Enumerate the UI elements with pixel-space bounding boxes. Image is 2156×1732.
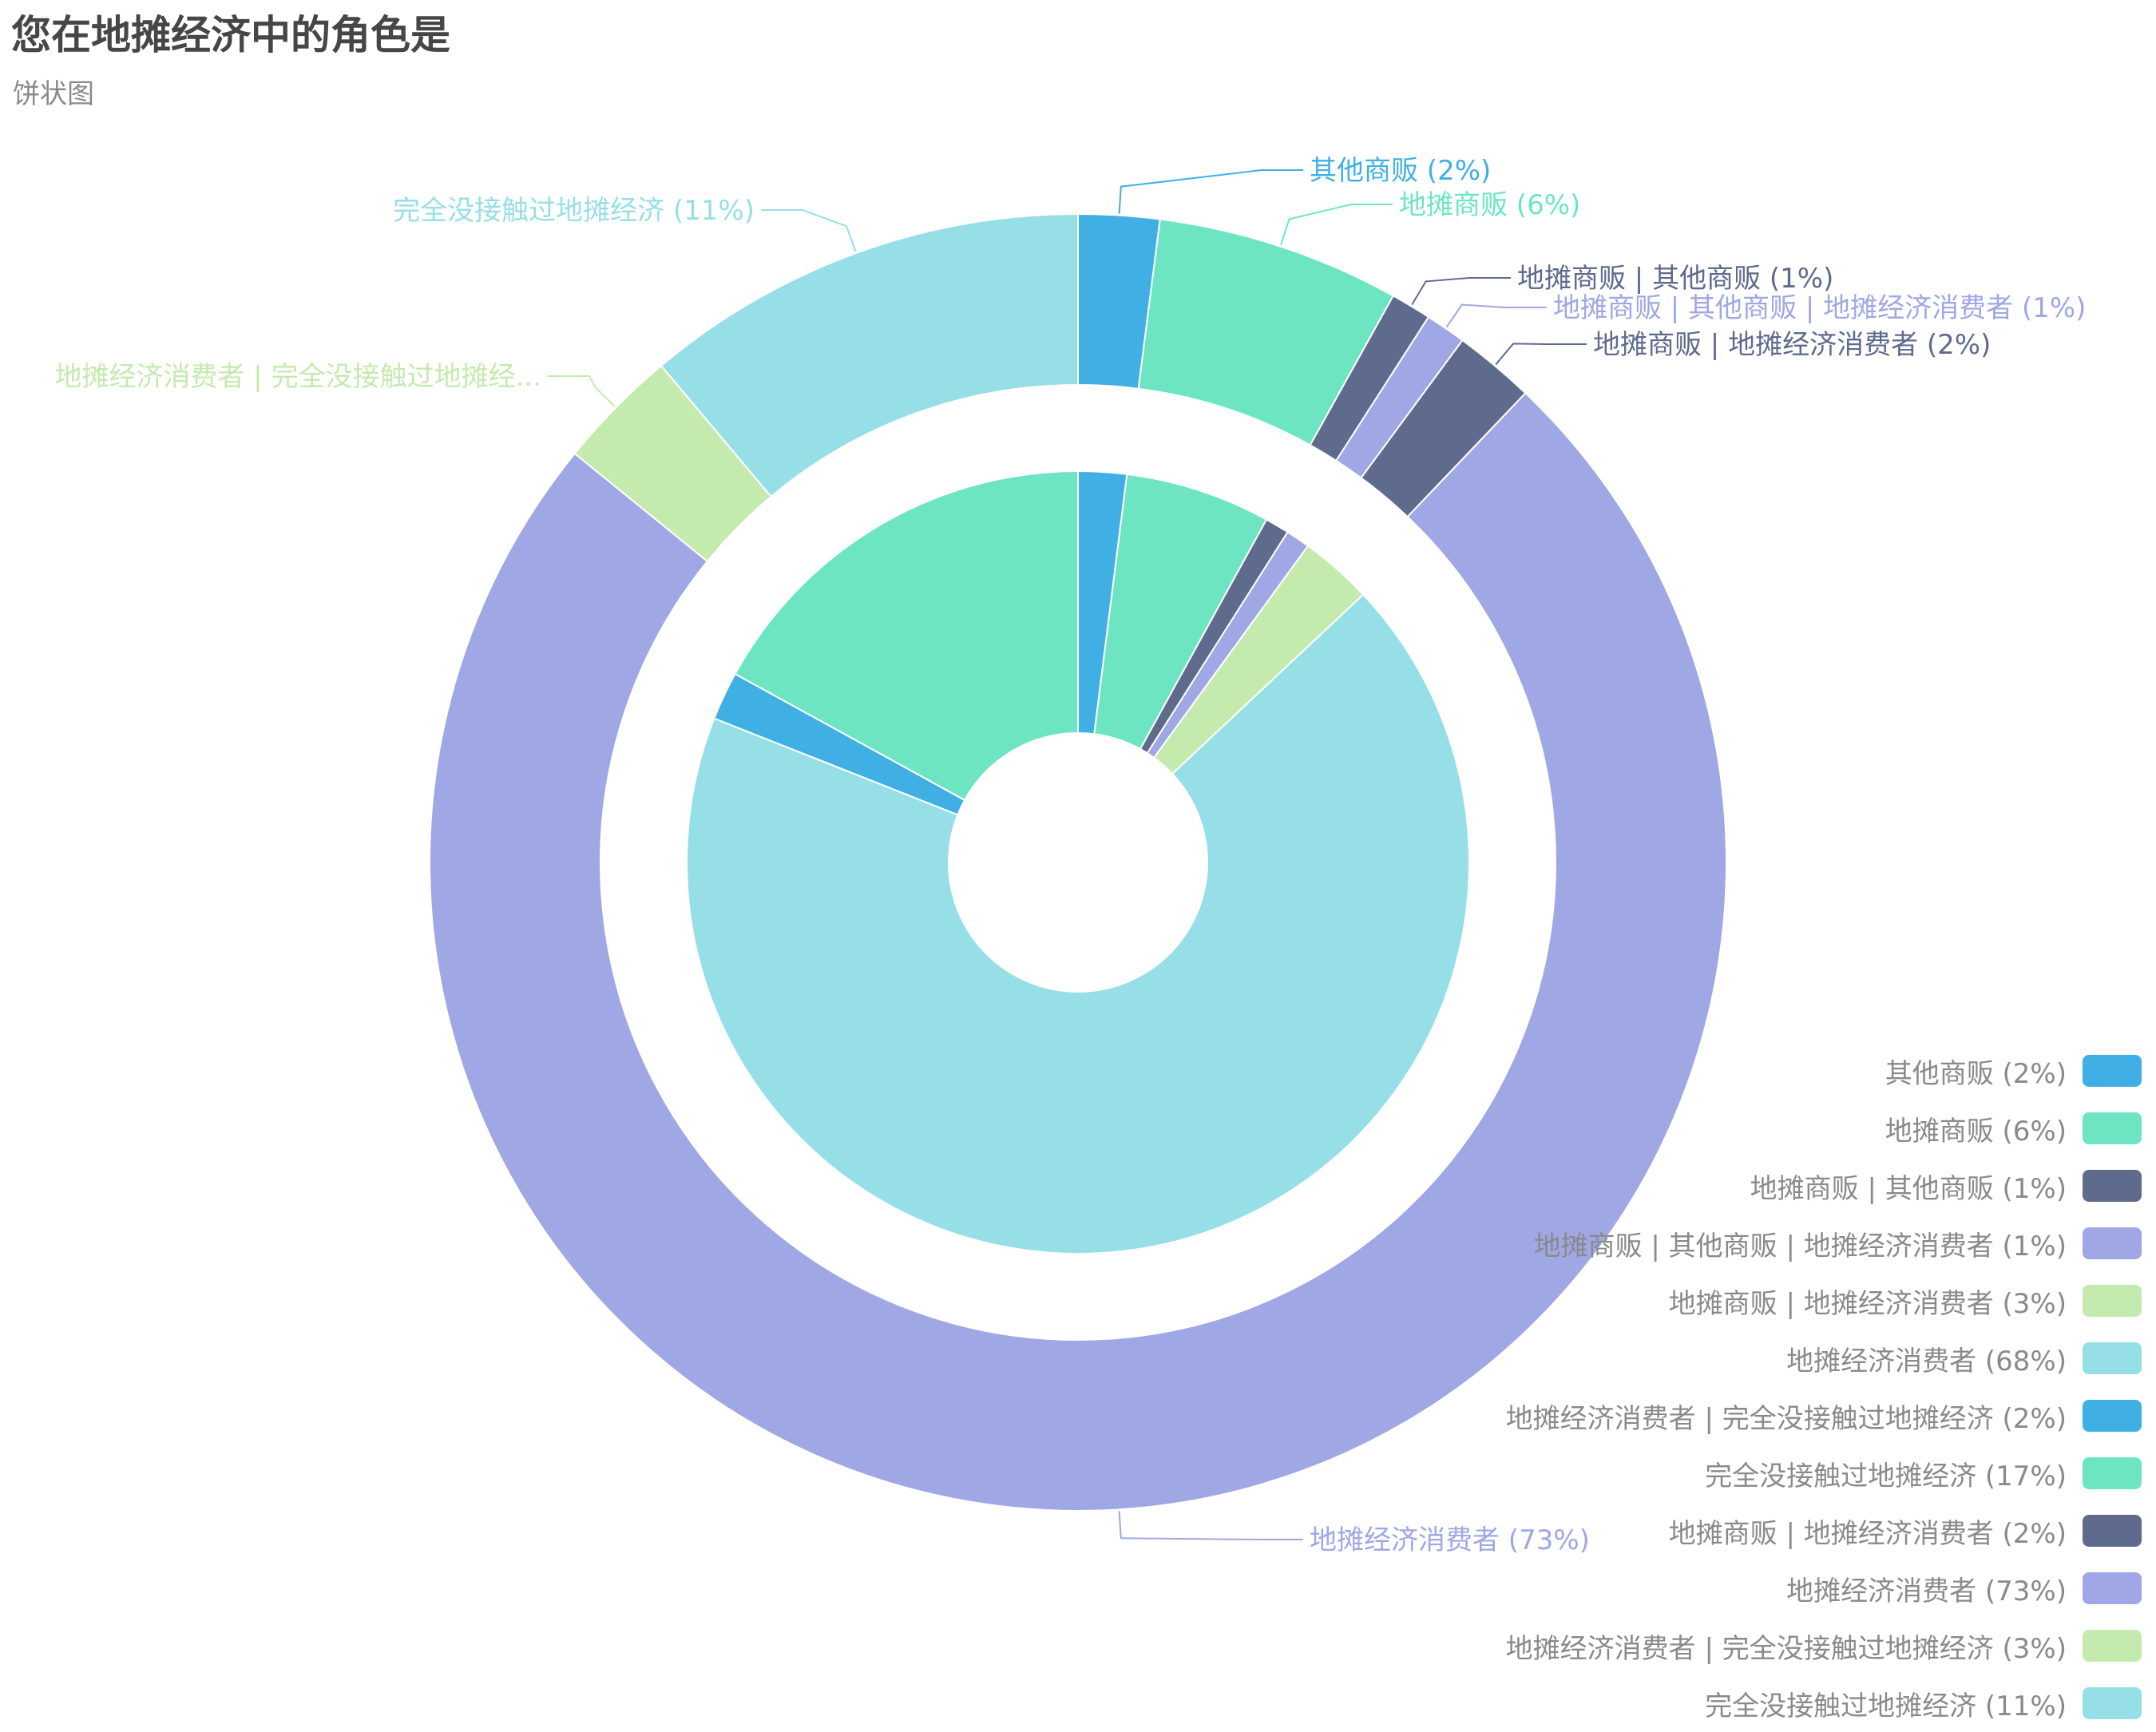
legend-label: 其他商贩 (2%) [1885,1057,2067,1090]
legend-label: 完全没接触过地摊经济 (11%) [1705,1690,2067,1722]
chart-title: 您在地摊经济中的角色是 [11,12,450,58]
legend-item[interactable]: 完全没接触过地摊经济 (17%) [1506,1445,2142,1502]
legend-item[interactable]: 完全没接触过地摊经济 (11%) [1506,1675,2142,1732]
legend-label: 地摊经济消费者 | 完全没接触过地摊经济 (3%) [1505,1632,2067,1665]
leader-line-4 [1495,343,1587,366]
legend-label: 地摊商贩 | 其他商贩 | 地摊经济消费者 (1%) [1533,1230,2067,1262]
legend-item[interactable]: 地摊商贩 | 地摊经济消费者 (2%) [1506,1502,2142,1560]
leader-line-6 [548,375,616,407]
legend-swatch [2083,1630,2142,1662]
legend-swatch [2083,1112,2142,1144]
legend-swatch [2083,1342,2142,1374]
slice-label-6: 地摊经济消费者 | 完全没接触过地摊经... [55,361,542,393]
legend-label: 地摊经济消费者 (68%) [1786,1345,2067,1377]
outer-slice-7[interactable] [660,212,1079,498]
legend-label: 地摊经济消费者 (73%) [1786,1575,2067,1607]
slice-label-4: 地摊商贩 | 地摊经济消费者 (2%) [1593,329,1991,361]
legend-item[interactable]: 地摊经济消费者 | 完全没接触过地摊经济 (2%) [1506,1387,2142,1445]
slice-label-0: 其他商贩 (2%) [1310,155,1491,187]
legend-swatch [2083,1227,2142,1259]
leader-line-1 [1280,204,1393,245]
legend-item[interactable]: 地摊商贩 | 其他商贩 (1%) [1506,1157,2142,1215]
legend-label: 地摊商贩 | 地摊经济消费者 (2%) [1668,1517,2067,1550]
leader-line-3 [1445,303,1547,328]
leader-line-5 [1118,1511,1303,1540]
slice-label-3: 地摊商贩 | 其他商贩 | 地摊经济消费者 (1%) [1553,292,2086,324]
legend-item[interactable]: 地摊商贩 | 地摊经济消费者 (3%) [1506,1272,2142,1330]
legend-swatch [2083,1515,2142,1547]
legend-item[interactable]: 地摊经济消费者 | 完全没接触过地摊经济 (3%) [1506,1617,2142,1675]
leader-line-0 [1118,169,1303,214]
legend-item[interactable]: 地摊经济消费者 (68%) [1506,1330,2142,1387]
legend: 其他商贩 (2%) 地摊商贩 (6%) 地摊商贩 | 其他商贩 (1%) 地摊商贩 |… [1506,1042,2142,1732]
chart-subtitle: 饼状图 [13,78,94,110]
legend-swatch [2083,1457,2142,1489]
slice-label-2: 地摊商贩 | 其他商贩 (1%) [1517,263,1833,295]
legend-label: 地摊商贩 | 地摊经济消费者 (3%) [1668,1287,2067,1320]
legend-label: 地摊商贩 | 其他商贩 (1%) [1750,1172,2067,1205]
outer-labels: 其他商贩 (2%)地摊商贩 (6%)地摊商贩 | 其他商贩 (1%)地摊商贩 |… [55,155,2087,1556]
legend-swatch [2083,1285,2142,1317]
leader-line-7 [761,209,857,252]
slice-label-1: 地摊商贩 (6%) [1399,189,1580,221]
inner-pie [686,470,1470,1255]
legend-swatch [2083,1170,2142,1202]
legend-swatch [2083,1572,2142,1604]
outer-slice-5[interactable] [429,391,1727,1512]
legend-swatch [2083,1055,2142,1087]
legend-item[interactable]: 其他商贩 (2%) [1506,1042,2142,1100]
legend-swatch [2083,1400,2142,1432]
slice-label-7: 完全没接触过地摊经济 (11%) [393,195,755,227]
inner-slice-1[interactable] [1093,473,1268,751]
legend-label: 地摊经济消费者 | 完全没接触过地摊经济 (2%) [1505,1402,2067,1435]
slice-label-5: 地摊经济消费者 (73%) [1310,1524,1590,1556]
legend-item[interactable]: 地摊商贩 (6%) [1506,1100,2142,1157]
legend-swatch [2083,1687,2142,1719]
legend-label: 地摊商贩 (6%) [1885,1115,2067,1147]
legend-item[interactable]: 地摊经济消费者 (73%) [1506,1560,2142,1617]
inner-slice-7[interactable] [734,470,1079,802]
legend-label: 完全没接触过地摊经济 (17%) [1705,1460,2067,1492]
outer-ring [429,212,1727,1512]
inner-slice-5[interactable] [686,593,1470,1255]
legend-item[interactable]: 地摊商贩 | 其他商贩 | 地摊经济消费者 (1%) [1506,1215,2142,1272]
leader-line-2 [1411,277,1511,306]
